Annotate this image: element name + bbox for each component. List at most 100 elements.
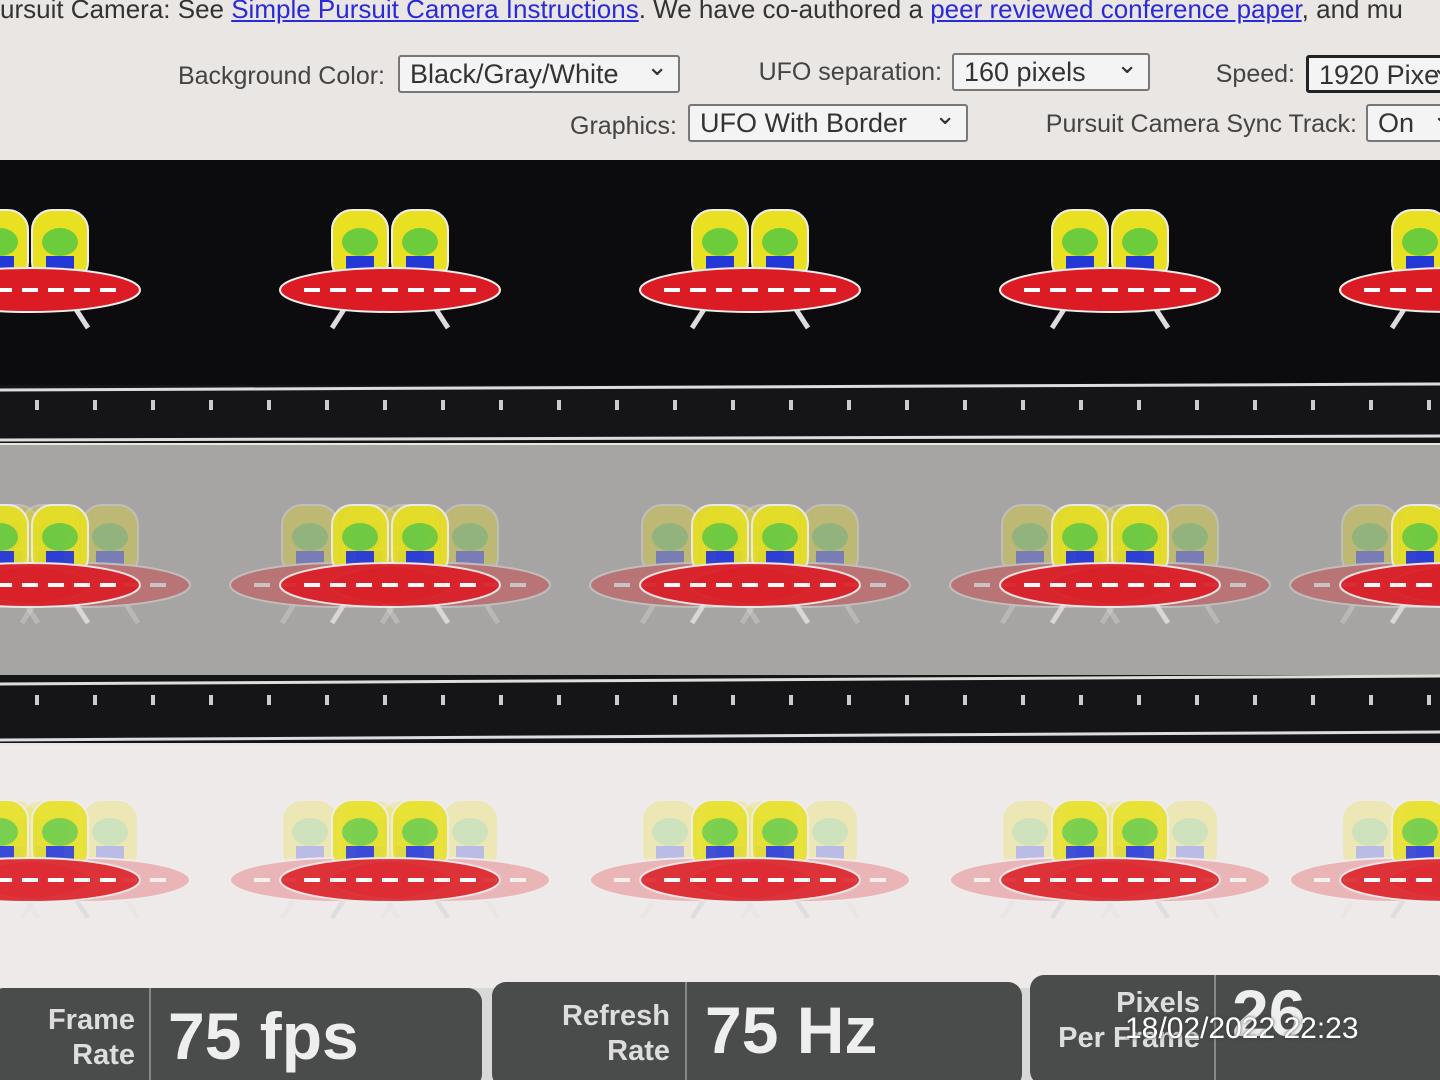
stat-box bbox=[492, 982, 1022, 1080]
alien-head bbox=[702, 523, 738, 551]
sync-tick bbox=[1021, 695, 1025, 705]
ufo-light bbox=[794, 878, 810, 882]
ufo-light bbox=[460, 878, 476, 882]
sync-tick bbox=[789, 695, 793, 705]
ufo bbox=[279, 209, 501, 330]
ufo-light bbox=[1024, 878, 1040, 882]
stat-label-line: Rate bbox=[607, 1035, 670, 1067]
ufo-leg bbox=[639, 593, 663, 625]
select[interactable]: UFO With Border bbox=[688, 104, 968, 142]
alien-head bbox=[1352, 523, 1388, 551]
sync-tick bbox=[35, 695, 39, 705]
ufo-light bbox=[870, 878, 886, 882]
instructions-link[interactable]: Simple Pursuit Camera Instructions bbox=[231, 0, 639, 24]
alien-head bbox=[1122, 228, 1158, 256]
alien-head bbox=[1062, 228, 1098, 256]
sync-tick bbox=[1311, 695, 1315, 705]
ufo-leg bbox=[279, 888, 303, 920]
sync-tick bbox=[789, 400, 793, 410]
ufo-light bbox=[768, 583, 784, 587]
paper-link[interactable]: peer reviewed conference paper bbox=[930, 0, 1302, 24]
stat-label: Frame Rate bbox=[48, 1003, 135, 1073]
ufo-light bbox=[1230, 878, 1246, 882]
select[interactable]: 1920 Pixe bbox=[1306, 55, 1440, 93]
stat-label: Refresh Rate bbox=[562, 999, 670, 1069]
ufo-leg bbox=[117, 593, 141, 625]
ufo-light bbox=[150, 583, 166, 587]
ufo bbox=[639, 504, 861, 625]
stat-box bbox=[0, 988, 482, 1080]
ufo-light bbox=[150, 878, 166, 882]
alien-head bbox=[1402, 818, 1438, 846]
sync-tick bbox=[1253, 400, 1257, 410]
sync-tick bbox=[731, 695, 735, 705]
ufo-light bbox=[304, 878, 320, 882]
ufo-light bbox=[356, 878, 372, 882]
ufo-saucer bbox=[0, 562, 141, 608]
ufo-light bbox=[742, 583, 758, 587]
stat-value: 26 bbox=[1232, 976, 1306, 1050]
sync-tick bbox=[673, 695, 677, 705]
alien-head bbox=[92, 818, 128, 846]
ufo-light bbox=[742, 878, 758, 882]
ufo-light bbox=[434, 878, 450, 882]
stat-value: 75 Hz bbox=[705, 993, 878, 1067]
alien-head bbox=[762, 228, 798, 256]
ufo bbox=[0, 504, 141, 625]
ufo-light bbox=[1128, 583, 1144, 587]
ufo-light bbox=[1230, 583, 1246, 587]
ufo-light bbox=[356, 288, 372, 292]
ufo-light bbox=[664, 878, 680, 882]
alien-head bbox=[812, 523, 848, 551]
ufo-light bbox=[1154, 583, 1170, 587]
ufo-leg bbox=[117, 888, 141, 920]
stat-label-line: Refresh bbox=[562, 1000, 670, 1032]
ufo-light bbox=[794, 583, 810, 587]
alien-head bbox=[1122, 818, 1158, 846]
sync-tick bbox=[963, 695, 967, 705]
sync-tick bbox=[1137, 400, 1141, 410]
ufo bbox=[279, 504, 501, 625]
stat-label-line: Per Frame bbox=[1058, 1022, 1200, 1054]
ufo-light bbox=[382, 583, 398, 587]
ufo-light bbox=[408, 583, 424, 587]
ufo-light bbox=[1364, 583, 1380, 587]
ufo-light bbox=[74, 878, 90, 882]
ufo bbox=[999, 504, 1221, 625]
ufo-light bbox=[1050, 878, 1066, 882]
ufo-light bbox=[1024, 583, 1040, 587]
select[interactable]: Black/Gray/White bbox=[398, 55, 680, 93]
header-text: . We have co-authored a bbox=[638, 0, 931, 24]
sync-tick bbox=[383, 695, 387, 705]
alien-head bbox=[1012, 818, 1048, 846]
alien-head bbox=[92, 523, 128, 551]
select[interactable]: 160 pixels bbox=[952, 53, 1150, 91]
ufo-light bbox=[1364, 288, 1380, 292]
sync-tick bbox=[441, 695, 445, 705]
ufo-light bbox=[408, 878, 424, 882]
sync-tick bbox=[905, 695, 909, 705]
ufo-saucer bbox=[0, 267, 141, 313]
select[interactable]: On bbox=[1366, 104, 1440, 142]
ufo bbox=[279, 799, 501, 920]
control-label: UFO separation: bbox=[758, 58, 942, 86]
alien-head bbox=[452, 523, 488, 551]
alien-head bbox=[1172, 523, 1208, 551]
ufo-light bbox=[1024, 288, 1040, 292]
ufo-light bbox=[0, 288, 12, 292]
sync-tick bbox=[557, 695, 561, 705]
sync-tick bbox=[499, 400, 503, 410]
alien-head bbox=[652, 818, 688, 846]
ufo-leg bbox=[477, 593, 501, 625]
control-label: Speed: bbox=[1215, 60, 1295, 88]
ufo-light bbox=[716, 878, 732, 882]
sync-tick bbox=[267, 400, 271, 410]
alien-head bbox=[342, 523, 378, 551]
alien-head bbox=[402, 523, 438, 551]
ufo-light bbox=[0, 583, 12, 587]
ufo-light bbox=[614, 878, 630, 882]
ufo-light bbox=[614, 583, 630, 587]
ufo-leg bbox=[837, 593, 861, 625]
sync-tick bbox=[847, 695, 851, 705]
ufo-light bbox=[1416, 288, 1432, 292]
